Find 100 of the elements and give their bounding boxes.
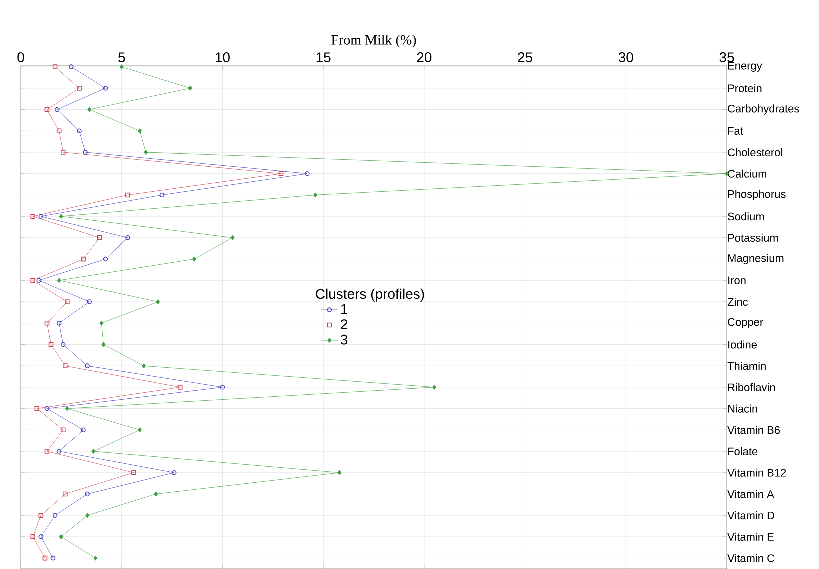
point [42,556,48,561]
point [59,534,64,540]
y-tick-label: Cholesterol [728,148,782,157]
point [59,214,64,219]
point [38,513,44,518]
point [88,107,92,112]
y-tick-label: Vitamin E [728,532,774,541]
point [230,236,235,240]
x-tick-label: 35 [720,52,734,62]
y-tick-label: Calcium [728,170,767,178]
point [188,86,192,91]
point [48,342,54,348]
y-tick-label: Fat [728,127,744,135]
point [52,64,58,70]
legend-label: 2 [341,320,348,330]
point [94,556,98,561]
x-tick-label: 5 [118,52,126,62]
y-tick-label: Vitamin B6 [728,426,780,434]
point [160,192,165,198]
point [138,128,142,134]
y-tick-label: Magnesium [728,254,784,264]
point [52,513,58,518]
point [132,470,136,476]
point [305,171,310,176]
point [126,236,130,240]
y-tick-label: Riboflavin [728,383,776,392]
point [56,449,62,454]
point [44,320,50,326]
point [97,236,102,240]
x-tick-label: 0 [18,52,24,62]
point [38,214,44,219]
x-tick-label: 10 [216,52,230,62]
point [77,86,82,91]
point [57,278,62,284]
point [54,107,60,112]
point [38,534,44,540]
x-tick-label: 15 [316,52,331,62]
point [120,64,124,70]
y-tick-label: Copper [728,318,764,328]
y-tick-label: Phosphorus [728,190,786,200]
legend-title: Clusters (profiles) [316,288,424,302]
legend-label: 1 [341,304,348,314]
point [34,406,40,412]
x-axis-title: From Milk (%) [332,34,416,48]
y-tick-label: Potassium [728,234,778,242]
y-tick-label: Vitamin D [728,512,774,520]
point [178,385,183,390]
point [278,171,284,176]
point [56,320,62,326]
y-tick-label: Carbohydrates [728,104,800,115]
y-tick-label: Vitamin C [728,554,775,562]
point [36,278,42,284]
point [87,300,92,304]
point [92,449,96,454]
point [192,256,196,262]
point [60,342,66,348]
point [44,449,50,454]
y-tick-label: Energy [728,62,762,72]
point [432,385,436,390]
y-tick-label: Vitamin B12 [728,468,786,477]
point [142,364,146,368]
point [338,470,342,476]
point [156,300,160,304]
point [220,385,226,390]
point [144,150,148,155]
x-tick-label: 30 [618,52,634,62]
point [102,342,106,348]
y-tick-label: Folate [728,447,758,456]
point [66,406,70,412]
point [172,470,177,476]
point [314,192,318,198]
point [30,534,36,540]
y-tick-label: Thiamin [728,362,766,370]
y-tick-label: Protein [728,84,762,92]
point [100,320,104,326]
point [81,256,86,262]
point [65,300,70,304]
y-tick-label: Vitamin A [728,490,774,498]
point [44,406,50,412]
point [126,192,130,198]
point [44,107,50,112]
point [56,128,62,134]
y-tick-label: Zinc [728,298,748,306]
point [81,428,86,433]
point [85,364,90,368]
x-tick-label: 25 [518,52,532,62]
y-tick-label: Iron [728,276,746,284]
point [86,513,90,518]
point [30,278,36,284]
y-tick-label: Sodium [728,212,764,221]
point [77,128,82,134]
x-tick-label: 20 [417,52,432,62]
point [154,492,158,497]
point [83,150,88,155]
point [30,214,36,219]
point [103,256,108,262]
point [60,150,66,155]
point [103,86,108,91]
point [60,428,66,433]
y-tick-label: Iodine [728,340,758,349]
